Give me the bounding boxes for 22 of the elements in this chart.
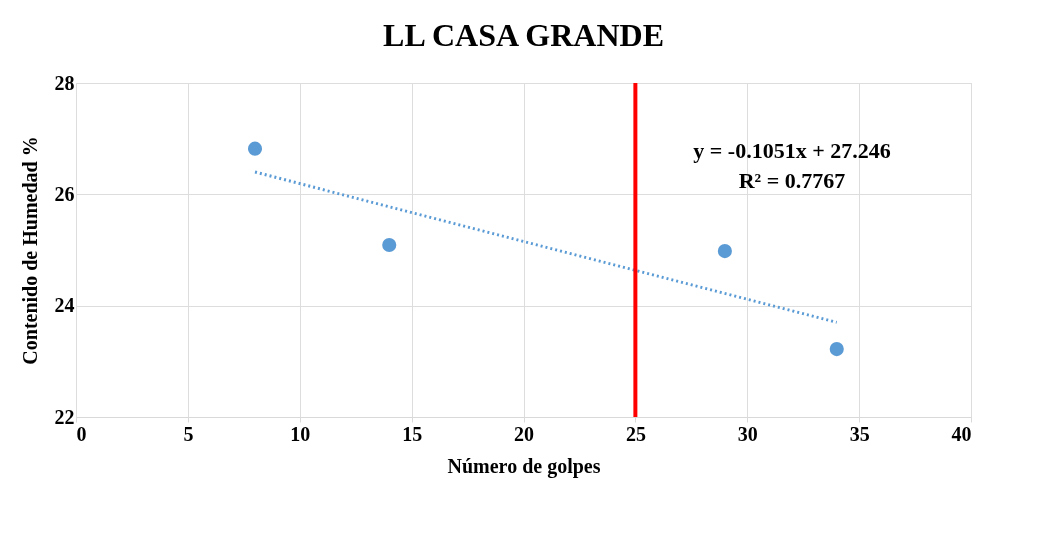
chart-title: LL CASA GRANDE bbox=[383, 17, 664, 53]
x-tick-label: 5 bbox=[183, 422, 194, 445]
point bbox=[247, 141, 263, 156]
x-axis-title: Número de golpes bbox=[447, 454, 601, 478]
x-tick-label: 10 bbox=[290, 422, 311, 445]
x-tick-label: 30 bbox=[737, 422, 758, 445]
y-tick-label: 24 bbox=[54, 294, 75, 317]
y-tick-label: 26 bbox=[54, 182, 75, 205]
x-tick-label: 35 bbox=[849, 422, 870, 445]
y-tick-label: 22 bbox=[54, 405, 75, 428]
point bbox=[717, 244, 732, 259]
x-tick-label: 25 bbox=[625, 422, 646, 445]
annotation: y = -0.1051x + 27.246 bbox=[693, 138, 891, 163]
y-tick-label: 28 bbox=[54, 71, 75, 94]
x-tick-label: 40 bbox=[951, 422, 972, 445]
x-tick-label: 0 bbox=[76, 422, 87, 445]
point bbox=[829, 342, 844, 357]
point bbox=[382, 237, 397, 253]
annotation: R² = 0.7767 bbox=[738, 168, 846, 193]
x-tick-label: 15 bbox=[402, 422, 423, 445]
x-tick-label: 20 bbox=[514, 422, 534, 445]
y-axis-title: Contenido de Humedad % bbox=[18, 136, 41, 365]
